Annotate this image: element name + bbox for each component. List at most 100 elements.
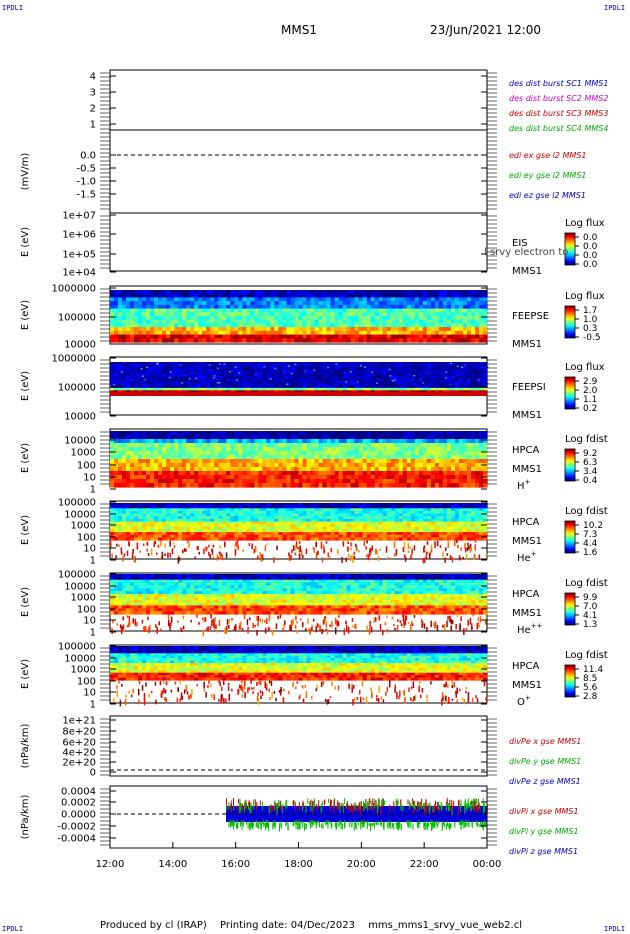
heatmap-cell [414,366,420,370]
heatmap-cell [479,308,484,313]
heatmap-cell [138,451,143,456]
heatmap-cell [446,319,452,324]
heatmap-cell [162,380,167,384]
heatmap-cell [326,459,332,464]
heatmap-cell [178,479,183,484]
heatmap-speck [461,366,463,368]
heatmap-cell [262,443,267,448]
heatmap-cell [130,463,135,468]
heatmap-cell [170,373,175,377]
heatmap-cell [362,451,368,456]
heatmap-cell [242,383,247,387]
heatmap-cell [134,447,139,452]
heatmap-cell [306,371,312,375]
heatmap-cell [162,297,167,302]
heatmap-speck [422,382,425,385]
heatmap-cell [246,463,251,468]
heatmap-speck [238,372,241,374]
heatmap-cell [210,376,215,380]
heatmap-cell [238,304,243,310]
heatmap-cell [206,447,211,452]
heatmap-cell [194,364,199,368]
heatmap-cell [362,385,368,389]
heatmap-speck [419,374,422,377]
heatmap-cell [430,334,436,339]
heatmap-cell [298,373,304,377]
heatmap-cell [302,471,308,476]
heatmap-cell [394,443,400,448]
heatmap-cell [198,334,203,339]
heatmap-cell [198,308,203,313]
heatmap-cell [382,304,388,310]
heatmap-cell [386,463,392,468]
heatmap-cell [302,435,308,440]
heatmap-cell [326,447,332,452]
heatmap-cell [446,327,452,332]
heatmap-cell [458,479,464,484]
heatmap-cell [290,373,296,377]
heatmap-cell [378,362,384,365]
heatmap-cell [142,390,147,394]
heatmap-cell [166,362,171,365]
heatmap-cell [234,435,239,440]
heatmap-cell [442,385,448,389]
heatmap-cell [126,463,131,468]
heatmap-cell [479,380,484,384]
heatmap-cell [154,467,159,472]
heatmap-cell [194,301,199,306]
heatmap-speck [275,374,278,376]
heatmap-cell [406,435,412,440]
heatmap-cell [422,390,428,394]
heatmap-cell [386,319,392,324]
heatmap-cell [146,385,151,389]
heatmap-speck [306,383,309,386]
heatmap-cell [130,366,135,370]
heatmap-cell [334,373,340,377]
heatmap-cell [202,297,207,302]
heatmap-cell [118,439,123,444]
heatmap-cell [274,435,279,440]
heatmap-cell [322,431,328,436]
heatmap-cell [234,385,239,389]
colorbar-tick-label: 1.0 [583,315,598,325]
heatmap-cell [126,316,131,321]
heatmap-cell [170,435,175,440]
heatmap-cell [418,327,424,332]
heatmap-cell [302,431,308,436]
heatmap-cell [150,508,155,512]
heatmap-cell [454,327,460,332]
heatmap-cell [483,330,488,336]
heatmap-cell [458,385,464,389]
heatmap-cell [314,330,320,336]
heatmap-cell [402,443,408,448]
heatmap-cell [258,304,263,310]
heatmap-cell [475,293,480,298]
heatmap-cell [382,455,388,460]
heatmap-cell [350,380,356,384]
heatmap-cell [174,483,179,488]
heatmap-cell [382,373,388,377]
heatmap-speck [148,372,151,375]
heatmap-cell [334,290,340,295]
heatmap-speck [443,381,446,384]
heatmap-cell [274,383,279,387]
heatmap-cell [458,435,464,440]
heatmap-cell [278,451,283,456]
heatmap-cell [154,463,159,468]
heatmap-cell [146,447,151,452]
heatmap-cell [166,301,171,306]
heatmap-speck [311,380,314,382]
heatmap-cell [190,505,195,509]
heatmap-cell [338,371,344,375]
heatmap-cell [246,467,251,472]
heatmap-cell [114,293,119,298]
heatmap-cell [318,334,324,339]
heatmap-cell [466,387,472,391]
heatmap-cell [126,319,131,324]
heatmap-cell [442,327,448,332]
heatmap-cell [154,308,159,313]
heatmap-cell [274,301,279,306]
heatmap-cell [290,376,296,380]
heatmap-cell [394,459,400,464]
heatmap-cell [414,385,420,389]
